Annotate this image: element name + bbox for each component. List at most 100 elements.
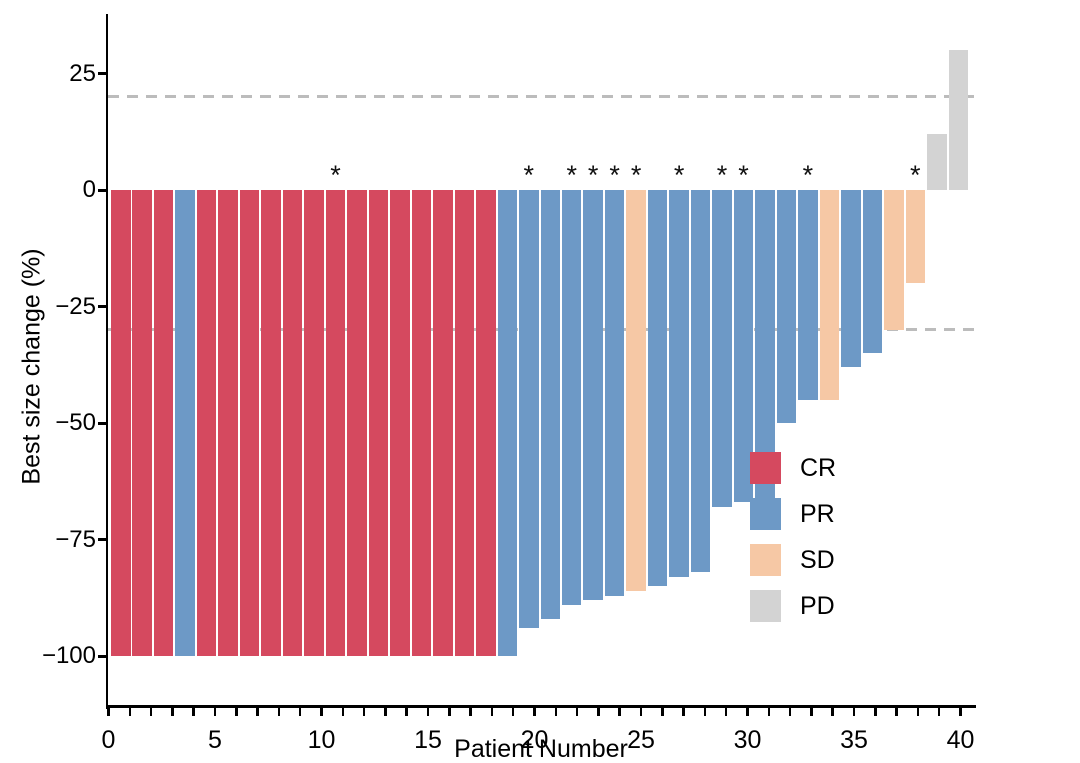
y-axis-tick-label: −50: [55, 409, 96, 437]
patient-bar: [411, 190, 432, 657]
patient-bar: [476, 190, 496, 657]
x-axis-tick: [490, 708, 494, 716]
x-axis-tick-label: 25: [627, 726, 655, 754]
x-axis-tick: [405, 708, 408, 716]
confirmed-response-asterisk: *: [673, 160, 685, 191]
y-axis-tick: [98, 421, 106, 425]
confirmed-response-asterisk: *: [630, 160, 642, 191]
plot-panel: * * * * * * * * * * * 25 0 −25 −50 −75 −100 0 5 10 15 20 25 30 3…: [42, 14, 976, 754]
y-axis-tick: [98, 188, 106, 192]
x-axis-tick: [341, 708, 345, 716]
patient-bar: [626, 190, 646, 591]
patient-bar: [905, 190, 926, 284]
x-axis-tick: [320, 708, 323, 716]
x-axis-tick: [469, 708, 472, 716]
patient-bar: [755, 190, 775, 498]
x-axis-tick: [852, 708, 856, 716]
patient-bar: [841, 190, 861, 368]
patient-bar: [111, 190, 131, 657]
x-axis-tick: [171, 708, 174, 716]
patient-bar: [304, 190, 324, 657]
legend-swatch-sd: [750, 544, 781, 576]
x-axis-tick: [256, 708, 259, 716]
x-axis-tick: [661, 708, 664, 716]
x-axis-tick: [128, 708, 132, 716]
y-axis-tick-label: 25: [69, 59, 96, 87]
patient-bar: [690, 190, 711, 573]
x-axis-tick: [192, 708, 195, 716]
x-axis-tick: [639, 708, 643, 716]
y-axis-tick-label: 0: [82, 176, 96, 204]
patient-bar: [819, 190, 840, 400]
x-axis-tick: [937, 708, 941, 716]
x-axis-tick: [298, 708, 302, 716]
y-axis-line: [106, 14, 108, 709]
legend-item-pd: PD: [750, 590, 835, 622]
x-axis-tick: [767, 708, 771, 716]
confirmed-response-asterisk: *: [802, 160, 814, 191]
y-axis-tick: [98, 654, 106, 658]
patient-bar: [454, 190, 475, 657]
patient-bar: [347, 190, 367, 657]
patient-bar: [733, 190, 754, 503]
patient-bar: [519, 190, 539, 629]
x-axis-tick: [362, 708, 366, 716]
x-axis-tick: [724, 708, 728, 716]
x-axis-tick: [597, 708, 600, 716]
legend-item-sd: SD: [750, 544, 835, 576]
x-axis-line: [106, 705, 976, 708]
x-axis-tick-label: 5: [208, 726, 222, 754]
patient-bar: [561, 190, 582, 605]
x-axis-tick-label: 40: [946, 726, 975, 754]
x-axis-tick: [618, 708, 621, 716]
y-axis-tick: [98, 305, 106, 309]
x-axis-tick: [959, 708, 962, 716]
patient-bar: [669, 190, 689, 577]
y-axis-tick-label: −75: [55, 525, 96, 553]
x-axis-tick: [533, 708, 536, 716]
legend-swatch-pr: [750, 498, 781, 530]
patient-bar: [132, 190, 152, 657]
x-axis-tick: [831, 708, 834, 716]
confirmed-response-asterisk: *: [716, 160, 728, 191]
patient-bar: [540, 190, 560, 619]
x-axis-tick-label: 30: [733, 726, 762, 754]
x-axis-tick: [575, 708, 579, 716]
legend-swatch-pd: [750, 590, 781, 622]
x-axis-tick: [746, 708, 749, 716]
patient-bar: [433, 190, 453, 657]
y-axis-tick-label: −25: [55, 292, 96, 320]
x-axis-tick: [277, 708, 281, 716]
patient-bar: [175, 190, 195, 657]
patient-bar: [798, 190, 818, 400]
x-axis-tick: [149, 708, 153, 716]
patient-bar: [497, 190, 518, 657]
confirmed-response-asterisk: *: [609, 160, 620, 191]
x-axis-tick-label: 0: [101, 726, 116, 754]
x-axis-tick: [107, 708, 110, 716]
patient-bar: [884, 190, 904, 330]
patient-bar: [239, 190, 260, 657]
legend-label-sd: SD: [800, 546, 835, 574]
legend-label-cr: CR: [800, 454, 837, 482]
patient-bar: [325, 190, 346, 657]
patient-bar: [390, 190, 410, 657]
legend-item-pr: PR: [750, 498, 835, 530]
x-axis-tick: [213, 708, 217, 716]
legend-label-pr: PR: [800, 500, 835, 528]
confirmed-response-asterisk: *: [587, 160, 599, 191]
x-axis-tick: [810, 708, 813, 716]
x-axis-tick: [511, 708, 515, 716]
legend-item-cr: CR: [750, 452, 836, 484]
x-axis-tick: [448, 708, 451, 716]
x-axis-tick: [788, 708, 792, 716]
reference-line-20: [108, 95, 974, 99]
patient-bar: [196, 190, 217, 657]
y-axis-tick-label: −100: [41, 642, 96, 670]
patient-bar: [604, 190, 625, 596]
patient-bar: [153, 190, 174, 657]
y-axis-tick: [98, 538, 106, 542]
x-axis-tick: [235, 708, 238, 716]
x-axis-tick: [703, 708, 707, 716]
